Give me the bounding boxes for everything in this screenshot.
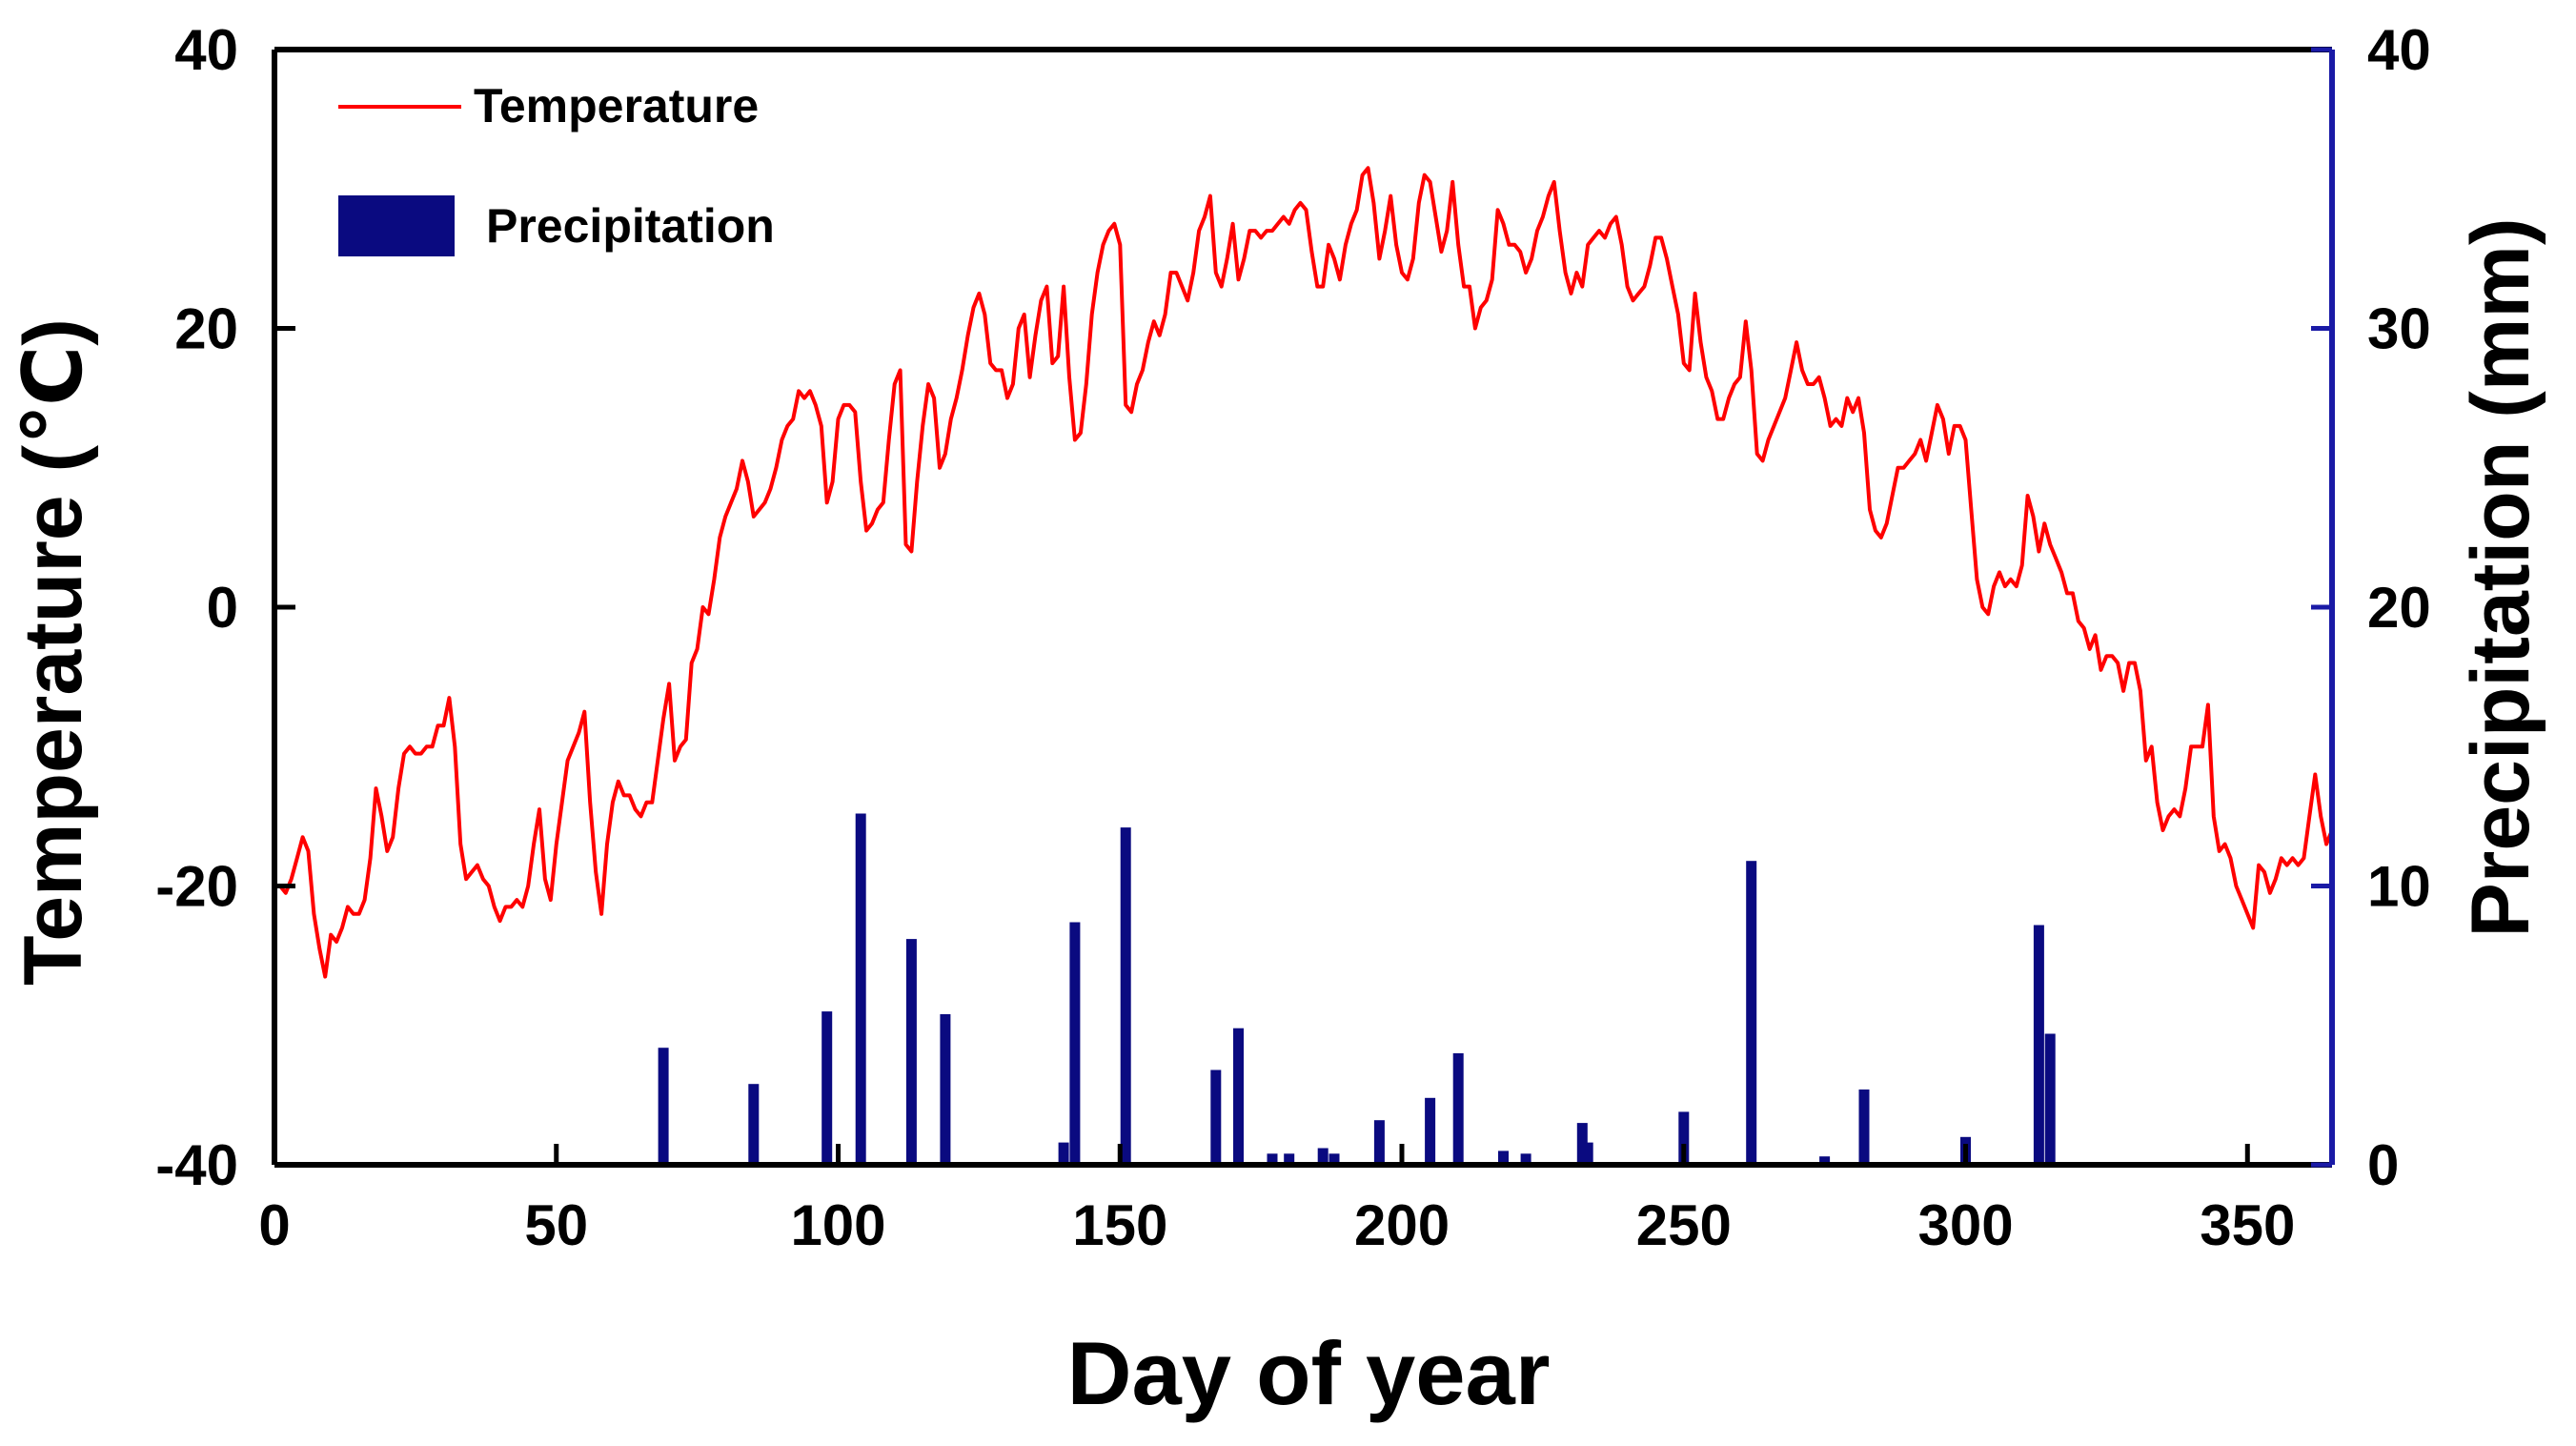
precipitation-bar: [1678, 1111, 1690, 1165]
right-y-tick-label: 0: [2367, 1133, 2399, 1197]
x-tick-label: 350: [2200, 1193, 2295, 1257]
left-y-axis-title: Temperature (℃): [8, 318, 99, 986]
x-tick-label: 100: [790, 1193, 885, 1257]
right-y-tick-label: 10: [2367, 855, 2431, 919]
precipitation-bar: [2033, 925, 2044, 1165]
left-y-tick-label: -20: [155, 855, 238, 919]
x-tick-label: 0: [258, 1193, 290, 1257]
precipitation-bar: [748, 1084, 760, 1165]
legend-temperature-label: Temperature: [474, 79, 759, 132]
precipitation-bar: [1746, 861, 1757, 1165]
precipitation-bar: [1267, 1153, 1278, 1165]
precipitation-bar: [905, 939, 917, 1165]
precipitation-bar: [1576, 1123, 1588, 1165]
right-y-axis-title: Precipitation (mm): [2455, 218, 2546, 938]
precipitation-bar: [1425, 1097, 1436, 1165]
precipitation-bar: [1452, 1053, 1464, 1165]
precipitation-bar: [1120, 827, 1131, 1165]
x-tick-label: 300: [1917, 1193, 2013, 1257]
x-tick-label: 150: [1072, 1193, 1167, 1257]
left-y-tick-label: 20: [174, 297, 238, 361]
tick-labels-layer: 0 50 100 150 200 250 300 350 -40 -20 0 20 40 0 10 20 30 4…: [155, 18, 2430, 1257]
precipitation-bar: [1858, 1090, 1870, 1165]
x-axis-title: Day of year: [1067, 1323, 1551, 1423]
temperature-line: [278, 166, 2334, 979]
left-y-tick-label: -40: [155, 1133, 238, 1197]
left-y-tick-label: 0: [207, 576, 238, 640]
precipitation-bar: [1520, 1153, 1531, 1165]
precipitation-bar: [1233, 1028, 1244, 1165]
precipitation-bar: [1317, 1148, 1329, 1165]
precipitation-bar: [1329, 1153, 1340, 1165]
precipitation-bar: [658, 1048, 669, 1165]
right-y-tick-label: 20: [2367, 576, 2431, 640]
precipitation-bar: [1582, 1142, 1593, 1165]
precipitation-bar: [940, 1014, 951, 1165]
legend-precipitation-swatch: [338, 195, 455, 256]
axes-layer: [272, 47, 2335, 1168]
precipitation-bar: [821, 1011, 833, 1165]
precipitation-bar: [1819, 1156, 1831, 1165]
precipitation-bar: [1373, 1120, 1385, 1165]
x-tick-label: 50: [524, 1193, 588, 1257]
temperature-line-layer: [278, 166, 2334, 979]
x-tick-label: 250: [1636, 1193, 1732, 1257]
precipitation-bar: [1210, 1069, 1222, 1165]
right-y-tick-label: 30: [2367, 297, 2431, 361]
left-y-tick-label: 40: [174, 18, 238, 82]
precipitation-bar: [855, 813, 866, 1165]
precipitation-bars-layer: [658, 813, 2056, 1166]
right-y-tick-label: 40: [2367, 18, 2431, 82]
legend-precipitation-label: Precipitation: [486, 199, 775, 253]
legend: Temperature Precipitation: [338, 79, 775, 256]
precipitation-bar: [1058, 1142, 1069, 1165]
precipitation-bar: [1498, 1151, 1509, 1165]
precipitation-bar: [2044, 1033, 2056, 1165]
precipitation-bar: [1069, 922, 1081, 1165]
x-tick-label: 200: [1354, 1193, 1450, 1257]
precipitation-bar: [1284, 1153, 1295, 1165]
